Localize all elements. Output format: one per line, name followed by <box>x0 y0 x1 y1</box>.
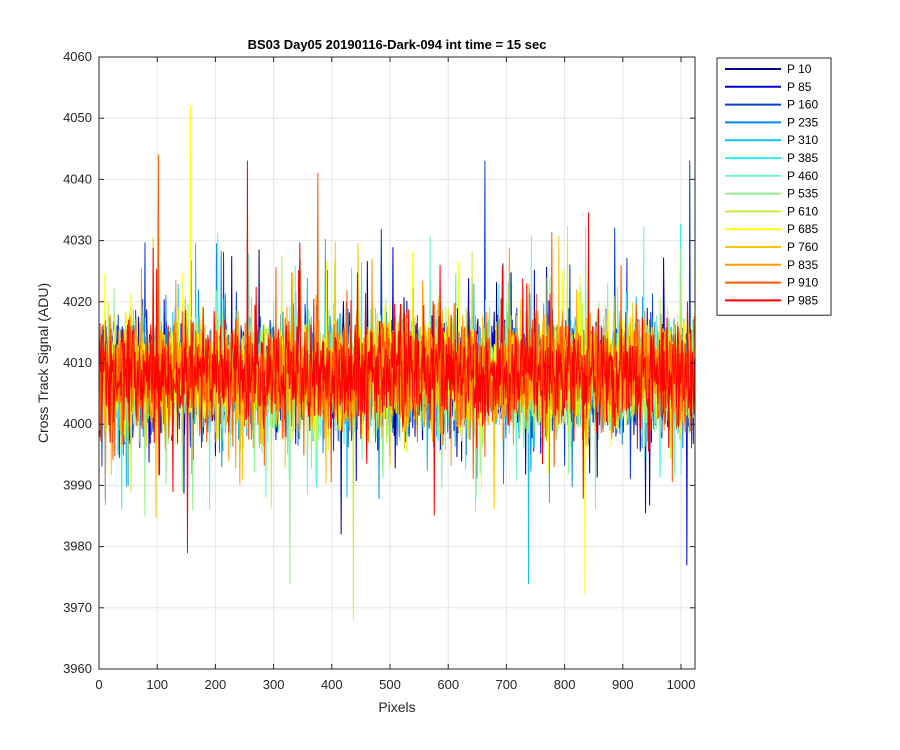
legend-label: P 310 <box>787 133 818 147</box>
chart-title: BS03 Day05 20190116-Dark-094 int time = … <box>248 37 547 52</box>
x-tick-label: 0 <box>95 677 102 692</box>
legend-label: P 985 <box>787 293 818 307</box>
y-axis-title: Cross Track Signal (ADU) <box>35 283 51 443</box>
x-tick-label: 800 <box>554 677 576 692</box>
x-tick-label: 1000 <box>667 677 696 692</box>
legend-box <box>716 57 832 316</box>
legend-label: P 760 <box>787 240 818 254</box>
y-tick-label: 4010 <box>63 355 92 370</box>
series-lines <box>99 105 695 621</box>
x-tick-label: 900 <box>612 677 634 692</box>
y-tick-label: 4050 <box>63 110 92 125</box>
legend-label: P 10 <box>787 62 812 76</box>
legend-label: P 235 <box>787 115 818 129</box>
x-tick-label: 700 <box>496 677 518 692</box>
y-tick-label: 4060 <box>63 49 92 64</box>
x-tick-label: 300 <box>263 677 285 692</box>
y-tick-label: 3990 <box>63 477 92 492</box>
y-tick-label: 3980 <box>63 539 92 554</box>
legend-label: P 910 <box>787 276 818 290</box>
legend-label: P 610 <box>787 204 818 218</box>
y-tick-label: 3960 <box>63 661 92 676</box>
x-tick-label: 600 <box>437 677 459 692</box>
legend-label: P 160 <box>787 98 818 112</box>
legend-label: P 535 <box>787 187 818 201</box>
legend-label: P 685 <box>787 222 818 236</box>
x-axis-title: Pixels <box>378 699 415 715</box>
series-line-p-985 <box>99 160 695 554</box>
x-tick-label: 100 <box>146 677 168 692</box>
legend-label: P 385 <box>787 151 818 165</box>
legend-label: P 460 <box>787 169 818 183</box>
legend-label: P 85 <box>787 80 812 94</box>
y-tick-label: 3970 <box>63 600 92 615</box>
y-tick-label: 4030 <box>63 233 92 248</box>
legend: P 10 P 85 P 160 P 235 P 310 P 385 P 460 P 535 P … <box>716 57 832 316</box>
y-tick-label: 4020 <box>63 294 92 309</box>
x-tick-label: 200 <box>205 677 227 692</box>
x-tick-label: 500 <box>379 677 401 692</box>
legend-label: P 835 <box>787 258 818 272</box>
y-tick-label: 4000 <box>63 416 92 431</box>
axes: 0 100 200 300 400 500 600 700 800 900 1000 3960 3970… <box>63 49 695 692</box>
x-tick-label: 400 <box>321 677 343 692</box>
y-tick-label: 4040 <box>63 171 92 186</box>
